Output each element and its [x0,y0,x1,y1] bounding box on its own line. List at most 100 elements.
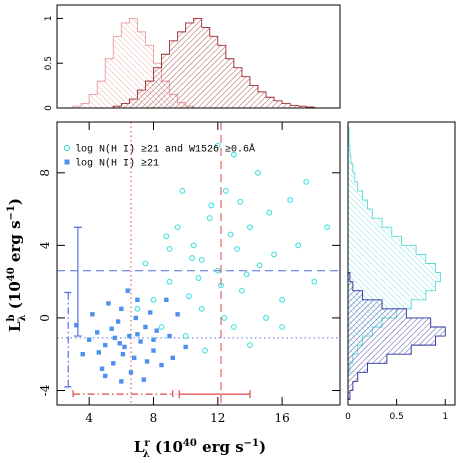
error-bar [178,390,251,399]
hist-bar [348,218,383,228]
error-bar [64,291,73,388]
hist-bar [348,209,373,219]
hist-bar [201,27,210,108]
hist-bar [348,345,412,355]
y-label-part: (10 [6,281,24,314]
point [189,255,195,261]
hist-bar [225,58,234,108]
hist-bar [113,36,122,108]
point [151,348,156,353]
hist-bar [348,272,441,282]
point [141,377,147,382]
point [119,306,124,312]
x-tick-label: 16 [274,411,289,425]
hist-bar [113,106,122,108]
hist-bar [290,105,299,108]
hist-bar [348,172,355,182]
point [230,151,237,158]
point [122,344,127,350]
x-label-part: 40 [183,438,197,449]
y-label-part: L [6,321,24,332]
point [158,324,165,330]
hist-bar [233,67,242,108]
x-label-part: λ [143,449,150,460]
point [208,202,215,209]
hist-bar [348,372,358,382]
point [150,296,157,303]
hist-bar [89,94,98,108]
point [96,350,102,355]
hist-bar [97,81,106,108]
hist-bar [153,67,162,108]
point [151,337,156,342]
point [103,342,108,348]
hist-bar [348,200,368,210]
hist-bar [348,245,417,255]
hist-bar [348,308,407,318]
point [133,315,138,321]
hist-bar [348,227,392,237]
point [221,315,228,321]
hist-bar [209,36,218,108]
hist-bar [348,299,383,309]
point [119,379,124,384]
point [243,271,250,278]
point [117,341,122,346]
hist-bar [169,40,178,108]
hist-bar [348,326,446,337]
hist-bar [274,100,283,108]
legend-label: log N(H I) ≥21 [75,158,159,170]
x-label-part: −1 [244,438,259,449]
point [234,246,240,252]
legend-label: log N(H I) ≥21 and W1526 ≥0.6Å [75,143,255,156]
y-tick-label: 4 [38,241,52,249]
point [287,197,294,203]
hist-bar [145,81,154,108]
point [170,355,175,361]
point [279,324,286,330]
hist-bar [348,254,426,264]
hist-bar [177,31,186,108]
point [237,198,244,205]
y-tick-label: -4 [38,384,52,396]
point [255,169,261,176]
point [190,242,197,249]
hist-bar [185,22,194,109]
point [175,312,180,317]
hist-bar [217,45,226,108]
hist-bar [137,31,146,108]
hist-bar [348,317,431,327]
hist-bar [348,190,363,201]
panel-frame [56,4,341,109]
hist-bar [348,354,387,364]
x-tick-label: 1 [442,412,448,422]
point [263,315,269,321]
point [239,287,245,294]
hist-bar [282,103,291,108]
hist-bar [145,45,154,108]
hist-bar [129,99,138,108]
hist-bar [266,97,275,108]
point [111,361,116,366]
point [206,215,213,222]
y-axis-label: Lbλ (1040 erg s−1) [6,198,28,332]
point [86,337,92,342]
point [80,352,85,357]
hist-bar [161,54,170,108]
hist-bar [105,58,114,108]
y-label-part: ) [6,198,24,205]
point [311,278,318,285]
point [218,282,224,289]
x-label-part: r [144,438,150,449]
hist-bar [121,22,130,109]
point [127,333,132,339]
panel-frame [347,121,456,406]
point [227,231,234,238]
point [295,242,302,249]
point [128,370,134,375]
point [279,296,286,303]
y-tick-label: 0 [38,314,52,322]
hist-bar [348,236,402,246]
y-label-part: erg s [6,220,24,267]
legend-marker [63,144,71,152]
